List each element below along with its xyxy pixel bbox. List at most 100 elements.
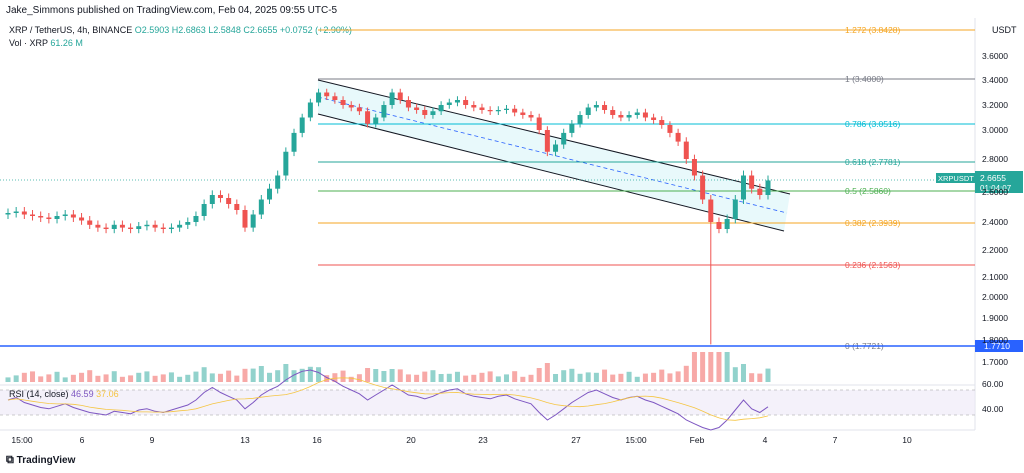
time-axis[interactable]: 15:00 6 9 13 16 20 23 27 15:00 Feb 4 7 10 — [11, 435, 912, 445]
channel-lower-line[interactable] — [317, 113, 785, 232]
currency-label: USDT — [992, 25, 1017, 35]
channel-upper-line[interactable] — [317, 79, 791, 195]
candle-body — [602, 105, 608, 110]
candle-body — [553, 144, 559, 152]
volume-bar — [667, 373, 673, 382]
volume-bar — [495, 376, 501, 382]
candle-body — [136, 226, 142, 229]
candle-body — [651, 117, 657, 120]
candle-body — [356, 107, 362, 112]
candle-body — [520, 112, 526, 115]
volume-bar — [38, 376, 44, 382]
candle-body — [217, 195, 223, 198]
volume-bar — [585, 372, 591, 382]
candle-body — [193, 216, 199, 222]
candle-body — [275, 175, 281, 189]
volume-bar — [373, 369, 379, 382]
candle-body — [405, 100, 411, 108]
candle-body — [13, 211, 19, 213]
volume-bar — [160, 374, 166, 382]
candles — [5, 88, 771, 345]
volume-value: 61.26 M — [50, 38, 83, 48]
rsi-legend[interactable]: RSI (14, close) 46.59 37.06 — [9, 389, 119, 399]
candle-body — [177, 224, 183, 228]
symbol-tag — [936, 173, 976, 183]
volume-label[interactable]: Vol · XRP — [9, 38, 48, 48]
volume-bar — [177, 376, 183, 382]
volume-bar — [365, 368, 371, 382]
countdown-text: 01:04:07 — [980, 184, 1012, 193]
volume-bar — [103, 374, 109, 382]
candle-body — [430, 111, 436, 115]
candle-body — [54, 216, 60, 219]
current-price-tag — [975, 171, 1023, 193]
price-tick-label: 3.2000 — [982, 100, 1008, 110]
volume-bar — [691, 352, 697, 382]
candle-body — [381, 105, 387, 118]
volume-bar — [95, 375, 101, 382]
volume-bar — [275, 370, 281, 382]
time-tick-label: Feb — [690, 435, 705, 445]
candle-body — [250, 214, 256, 228]
volume-bar — [30, 371, 36, 382]
volume-bar — [258, 366, 264, 382]
volume-bar — [659, 369, 665, 382]
time-tick-label: 15:00 — [625, 435, 647, 445]
volume-bar — [87, 370, 93, 382]
candle-body — [700, 175, 706, 200]
candle-body — [642, 112, 648, 118]
volume-bar — [430, 370, 436, 382]
candle-body — [209, 195, 215, 204]
candle-body — [46, 217, 52, 219]
candle-body — [144, 224, 150, 227]
volume-bar — [46, 374, 52, 382]
volume-bar — [193, 371, 199, 382]
price-tick-label: 1.9000 — [982, 313, 1008, 323]
fib-level-label: 0.786 (3.0516) — [845, 119, 900, 129]
volume-bar — [651, 372, 657, 382]
symbol-label[interactable]: XRP / TetherUS, 4h, BINANCE — [9, 25, 133, 35]
rsi-ma-line — [7, 377, 769, 421]
ohlc-values: O2.5903 H2.6863 L2.5848 C2.6655 +0.0752 … — [134, 25, 352, 35]
candle-body — [618, 115, 624, 118]
volume-bar — [487, 371, 493, 382]
price-axis[interactable]: 3.6000 3.4000 3.2000 3.0000 2.8000 2.6000 2.40… — [982, 51, 1008, 367]
candle-body — [267, 188, 273, 200]
fib-level-label: 0.236 (2.1563) — [845, 260, 900, 270]
candle-body — [242, 210, 248, 228]
price-tick-label: 3.4000 — [982, 75, 1008, 85]
rsi-name: RSI (14, close) — [9, 389, 69, 399]
candle-body — [21, 211, 27, 215]
volume-bar — [332, 373, 338, 382]
volume-bar — [185, 374, 191, 382]
candle-body — [185, 222, 191, 225]
candle-body — [585, 107, 591, 115]
candle-body — [160, 227, 166, 229]
candle-body — [103, 227, 109, 229]
candle-body — [152, 224, 158, 228]
volume-bar — [446, 373, 452, 382]
price-tick-label: 2.2000 — [982, 245, 1008, 255]
volume-bar — [283, 364, 289, 382]
candle-body — [119, 224, 125, 228]
rsi-upper-label: 60.00 — [982, 379, 1004, 389]
volume-bar — [675, 371, 681, 382]
candle-body — [316, 92, 322, 103]
candle-body — [446, 102, 452, 105]
volume-bar — [267, 372, 273, 382]
time-tick-label: 15:00 — [11, 435, 33, 445]
volume-bar — [634, 376, 640, 382]
volume-bar — [242, 368, 248, 382]
candle-body — [234, 204, 240, 210]
price-tick-label: 2.1000 — [982, 272, 1008, 282]
price-tick-label: 2.0000 — [982, 292, 1008, 302]
candle-body — [307, 102, 313, 118]
price-tick-label: 1.7000 — [982, 357, 1008, 367]
candle-body — [348, 105, 354, 108]
candle-body — [691, 159, 697, 176]
time-tick-label: 27 — [571, 435, 581, 445]
volume-bar — [21, 372, 27, 382]
time-tick-label: 23 — [478, 435, 488, 445]
candle-body — [732, 199, 738, 219]
